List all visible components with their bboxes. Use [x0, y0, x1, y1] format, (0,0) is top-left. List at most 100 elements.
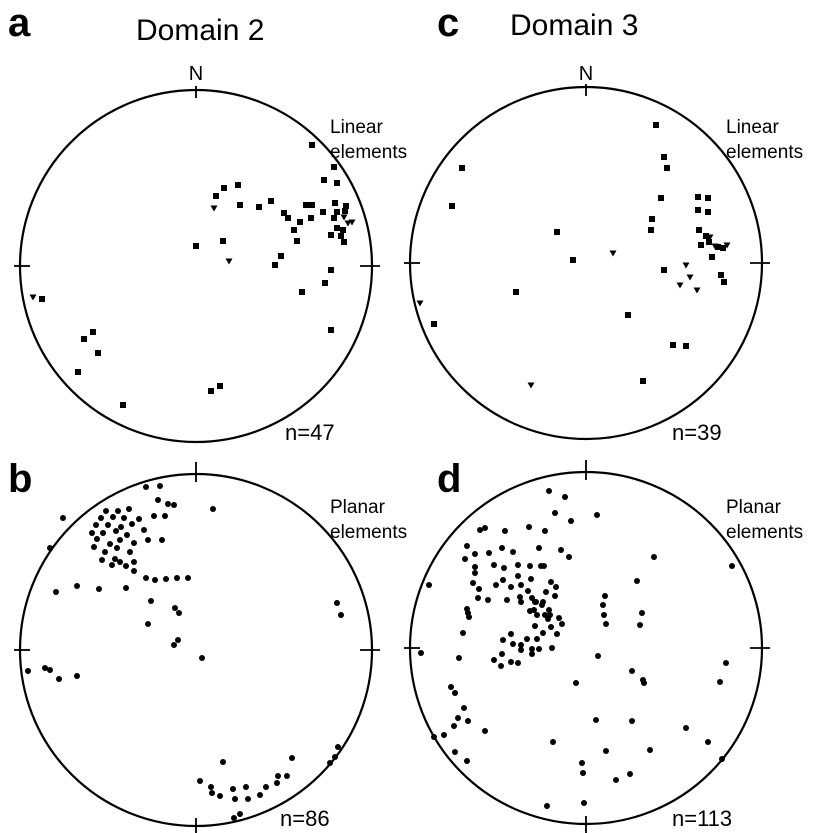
- lineation-triangle-point: [676, 282, 684, 289]
- primitive-circle-b: [18, 472, 374, 828]
- pole-dot-point: [566, 554, 572, 560]
- pole-dot-point: [515, 573, 521, 579]
- pole-dot-point: [199, 655, 205, 661]
- lineation-square-point: [658, 195, 664, 201]
- lineation-square-point: [338, 233, 344, 239]
- pole-dot-point: [552, 593, 558, 599]
- pole-dot-point: [544, 803, 550, 809]
- lineation-square-point: [281, 210, 287, 216]
- panel-letter-b: b: [8, 457, 32, 501]
- pole-dot-point: [209, 790, 215, 796]
- domain-title-c: Domain 3: [510, 9, 638, 42]
- panel-b: b Planar elements n=86: [8, 457, 407, 833]
- pole-dot-point: [131, 540, 137, 546]
- pole-dot-point: [124, 532, 130, 538]
- pole-dot-point: [431, 734, 437, 740]
- lineation-triangle-point: [225, 258, 233, 265]
- pole-dot-point: [103, 508, 109, 514]
- pole-dot-point: [162, 513, 168, 519]
- pole-dot-point: [148, 598, 154, 604]
- pole-dot-point: [475, 595, 481, 601]
- pole-dot-point: [536, 646, 542, 652]
- lineation-square-point: [237, 202, 243, 208]
- pole-dot-point: [540, 599, 546, 605]
- lineation-square-point: [570, 257, 576, 263]
- lineation-square-point: [661, 154, 667, 160]
- pole-dot-point: [493, 582, 499, 588]
- pole-dot-point: [159, 537, 165, 543]
- pole-dot-point: [118, 524, 124, 530]
- north-label-c: N: [579, 63, 593, 85]
- pole-dot-point: [470, 580, 476, 586]
- pole-dot-point: [243, 784, 249, 790]
- pole-dot-point: [546, 488, 552, 494]
- type-label-line2-b: elements: [330, 522, 407, 543]
- lineation-square-point: [670, 342, 676, 348]
- pole-dot-point: [263, 784, 269, 790]
- pole-dot-point: [476, 586, 482, 592]
- pole-dot-point: [327, 760, 333, 766]
- pole-dot-point: [568, 518, 574, 524]
- primitive-circle-a: [18, 88, 374, 444]
- pole-dot-point: [338, 612, 344, 618]
- pole-dot-point: [477, 527, 483, 533]
- lineation-square-point: [664, 165, 670, 171]
- pole-dot-point: [472, 570, 478, 576]
- pole-dot-point: [289, 755, 295, 761]
- lineation-square-point: [695, 194, 701, 200]
- count-label-a: n=47: [285, 420, 335, 445]
- type-label-line1-b: Planar: [330, 497, 386, 518]
- lineation-square-point: [328, 267, 334, 273]
- pole-dot-point: [208, 784, 214, 790]
- pole-dot-point: [141, 527, 147, 533]
- pole-dot-point: [143, 575, 149, 581]
- pole-dot-point: [504, 597, 510, 603]
- pole-dot-point: [93, 522, 99, 528]
- primitive-circle-c: [408, 85, 764, 441]
- lineation-square-point: [705, 209, 711, 215]
- pole-dot-point: [334, 600, 340, 606]
- pole-dot-point: [451, 723, 457, 729]
- pole-dot-point: [123, 563, 129, 569]
- pole-dot-point: [230, 786, 236, 792]
- pole-dot-point: [284, 773, 290, 779]
- lineation-triangle-point: [416, 300, 424, 307]
- pole-dot-point: [155, 497, 161, 503]
- type-label-line2-d: elements: [726, 522, 803, 543]
- lineation-square-point: [328, 232, 334, 238]
- pole-dot-point: [121, 515, 127, 521]
- lineation-square-point: [696, 227, 702, 233]
- lineation-square-point: [331, 164, 337, 170]
- data-points-b: [25, 483, 344, 821]
- pole-dot-point: [562, 494, 568, 500]
- pole-dot-point: [110, 514, 116, 520]
- pole-dot-point: [508, 584, 514, 590]
- pole-dot-point: [573, 680, 579, 686]
- pole-dot-point: [553, 584, 559, 590]
- pole-dot-point: [542, 612, 548, 618]
- pole-dot-point: [524, 636, 530, 642]
- lineation-square-point: [268, 198, 274, 204]
- lineation-square-point: [706, 239, 712, 245]
- pole-dot-point: [231, 815, 237, 821]
- lineation-square-point: [554, 229, 560, 235]
- pole-dot-point: [185, 575, 191, 581]
- pole-dot-point: [113, 528, 119, 534]
- pole-dot-point: [117, 537, 123, 543]
- pole-dot-point: [498, 663, 504, 669]
- lineation-square-point: [309, 202, 315, 208]
- pole-dot-point: [547, 612, 553, 618]
- lineation-square-point: [695, 207, 701, 213]
- pole-dot-point: [550, 739, 556, 745]
- pole-dot-point: [335, 744, 341, 750]
- pole-dot-point: [536, 545, 542, 551]
- pole-dot-point: [491, 562, 497, 568]
- pole-dot-point: [42, 665, 48, 671]
- pole-dot-point: [729, 563, 735, 569]
- pole-dot-point: [174, 575, 180, 581]
- lineation-square-point: [217, 383, 223, 389]
- pole-dot-point: [129, 521, 135, 527]
- lineation-square-point: [291, 227, 297, 233]
- pole-dot-point: [501, 565, 507, 571]
- lineation-triangle-point: [711, 243, 719, 250]
